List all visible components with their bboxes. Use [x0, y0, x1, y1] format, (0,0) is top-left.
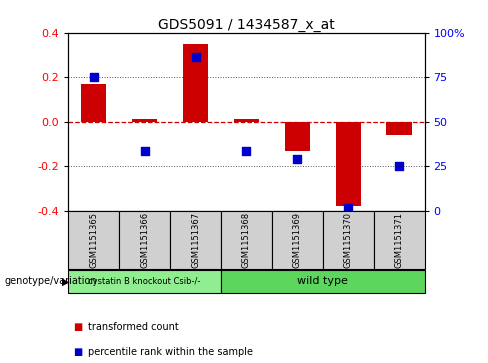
- Bar: [285, 122, 310, 151]
- Text: ■: ■: [73, 347, 82, 357]
- Text: ▶: ▶: [62, 276, 69, 286]
- Bar: [386, 122, 412, 135]
- Bar: [272, 211, 323, 269]
- Bar: [119, 211, 170, 269]
- Bar: [183, 44, 208, 122]
- Text: GSM1151366: GSM1151366: [140, 212, 149, 268]
- Text: wild type: wild type: [297, 276, 348, 286]
- Text: GSM1151369: GSM1151369: [293, 212, 302, 268]
- Bar: [221, 270, 425, 293]
- Point: [192, 54, 200, 60]
- Bar: [221, 211, 272, 269]
- Bar: [374, 211, 425, 269]
- Text: genotype/variation: genotype/variation: [5, 276, 98, 286]
- Title: GDS5091 / 1434587_x_at: GDS5091 / 1434587_x_at: [158, 18, 335, 32]
- Bar: [68, 211, 119, 269]
- Text: GSM1151365: GSM1151365: [89, 212, 98, 268]
- Point: [90, 74, 98, 80]
- Point: [141, 148, 148, 154]
- Bar: [336, 122, 361, 206]
- Text: GSM1151367: GSM1151367: [191, 212, 200, 268]
- Point: [395, 163, 403, 169]
- Bar: [234, 119, 259, 122]
- Bar: [323, 211, 374, 269]
- Bar: [132, 119, 157, 122]
- Text: percentile rank within the sample: percentile rank within the sample: [88, 347, 253, 357]
- Text: GSM1151370: GSM1151370: [344, 212, 353, 268]
- Point: [243, 148, 250, 154]
- Bar: [170, 211, 221, 269]
- Text: GSM1151368: GSM1151368: [242, 212, 251, 268]
- Text: cystatin B knockout Csib-/-: cystatin B knockout Csib-/-: [88, 277, 201, 286]
- Bar: [81, 84, 106, 122]
- Bar: [68, 270, 221, 293]
- Point: [293, 156, 301, 162]
- Point: [345, 205, 352, 211]
- Text: GSM1151371: GSM1151371: [395, 212, 404, 268]
- Text: ■: ■: [73, 322, 82, 332]
- Text: transformed count: transformed count: [88, 322, 179, 332]
